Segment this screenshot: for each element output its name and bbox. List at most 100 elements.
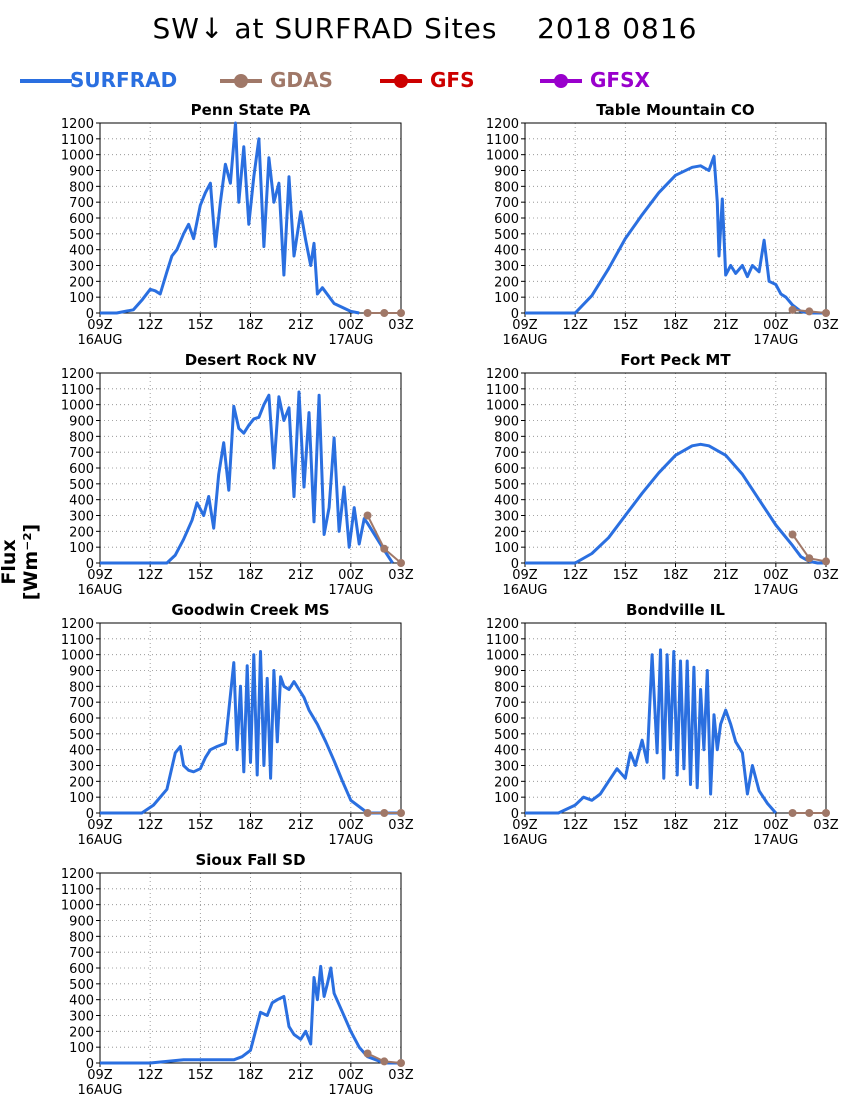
x-tick-label: 12Z [562,568,588,583]
x-tick-label: 03Z [388,1068,414,1083]
y-tick-label: 900 [69,165,94,180]
series-line-surfrad [525,648,777,815]
x-tick-label: 09Z [87,318,113,333]
y-tick-label: 600 [494,712,519,727]
x-tick-label: 09Z [87,1068,113,1083]
x-tick-label: 15Z [188,318,214,333]
chart-panel: 0100200300400500600700800900100011001200… [61,101,414,348]
y-tick-label: 500 [69,478,94,493]
x-tick-label: 09Z [512,818,538,833]
x-tick-label: 18Z [238,818,264,833]
series-line-surfrad [100,650,401,815]
y-tick-label: 400 [69,744,94,759]
y-tick-label: 400 [69,244,94,259]
y-tick-label: 400 [69,994,94,1009]
chart-panel: 0100200300400500600700800900100011001200… [61,851,414,1098]
y-tick-label: 900 [69,415,94,430]
x-tick-label: 12Z [137,818,163,833]
y-tick-label: 800 [69,930,94,945]
y-tick-label: 1000 [61,899,94,914]
y-tick-label: 1100 [61,883,94,898]
x-tick-label: 18Z [663,568,689,583]
series-point-gdas [363,1049,372,1058]
y-tick-label: 1000 [61,649,94,664]
x-tick-label: 03Z [813,318,839,333]
series-point-gdas [822,809,830,817]
y-tick-label: 700 [494,446,519,461]
y-tick-label: 300 [69,1010,94,1025]
y-tick-label: 1200 [61,367,94,382]
x-tick-label: 00Z [763,568,789,583]
y-tick-label: 500 [69,978,94,993]
chart-title: Sioux Fall SD [195,851,305,869]
chart-panel: 0100200300400500600700800900100011001200… [61,351,414,598]
series-point-gdas [788,809,797,817]
x-tick-label: 00Z [763,318,789,333]
y-tick-label: 800 [69,180,94,195]
series-point-gdas [397,559,405,567]
x-tick-label: 18Z [238,1068,264,1083]
x-tick-label: 18Z [663,318,689,333]
x-tick-date-label: 16AUG [502,333,547,348]
y-tick-label: 1100 [486,133,519,148]
series-point-gdas [805,809,814,817]
series-point-gdas [805,307,814,316]
chart-title: Fort Peck MT [620,351,731,369]
y-tick-label: 200 [69,1025,94,1040]
x-tick-label: 09Z [87,818,113,833]
x-tick-label: 21Z [713,318,739,333]
x-tick-label: 03Z [388,318,414,333]
y-tick-label: 800 [69,680,94,695]
x-tick-label: 03Z [388,818,414,833]
x-tick-label: 12Z [137,568,163,583]
x-tick-date-label: 17AUG [753,333,798,348]
x-tick-date-label: 16AUG [77,1083,122,1098]
x-tick-label: 12Z [562,818,588,833]
y-tick-label: 900 [69,665,94,680]
x-tick-label: 00Z [338,568,364,583]
x-tick-label: 21Z [288,318,314,333]
y-tick-label: 800 [494,430,519,445]
legend-line-gfs [380,74,422,88]
x-tick-label: 21Z [713,818,739,833]
series-point-gdas [397,1059,405,1067]
y-tick-label: 0 [86,1057,94,1072]
series-point-gdas [363,511,372,520]
x-tick-label: 03Z [813,818,839,833]
chart-title: Table Mountain CO [596,101,754,119]
y-tick-label: 200 [69,775,94,790]
y-tick-label: 100 [494,791,519,806]
y-tick-label: 100 [69,1041,94,1056]
series-line-surfrad [100,964,401,1065]
y-tick-label: 600 [69,962,94,977]
x-tick-date-label: 17AUG [328,583,373,598]
legend-label-surfrad: SURFRAD [70,68,178,92]
y-tick-label: 300 [494,510,519,525]
series-line-surfrad [100,390,394,565]
chart-panel: 0100200300400500600700800900100011001200… [486,601,839,848]
y-tick-label: 0 [86,307,94,322]
y-tick-label: 600 [494,462,519,477]
x-tick-date-label: 17AUG [328,333,373,348]
y-tick-label: 1100 [61,383,94,398]
legend-label-gdas: GDAS [270,68,333,92]
x-tick-label: 15Z [188,568,214,583]
y-tick-label: 800 [494,680,519,695]
y-tick-label: 1000 [486,649,519,664]
y-tick-label: 100 [494,291,519,306]
y-tick-label: 0 [511,307,519,322]
chart-panel: 0100200300400500600700800900100011001200… [486,351,839,598]
y-tick-label: 1200 [61,867,94,882]
series-point-gdas [397,809,405,817]
y-tick-label: 300 [494,260,519,275]
x-tick-date-label: 17AUG [328,833,373,848]
y-tick-label: 500 [494,478,519,493]
x-tick-date-label: 17AUG [753,583,798,598]
series-line-surfrad [525,442,826,565]
y-tick-label: 0 [511,557,519,572]
x-tick-date-label: 16AUG [502,833,547,848]
legend: SURFRAD GDAS GFS GFSX [18,64,838,98]
y-tick-label: 500 [494,228,519,243]
y-tick-label: 1100 [61,133,94,148]
y-tick-label: 1000 [486,399,519,414]
